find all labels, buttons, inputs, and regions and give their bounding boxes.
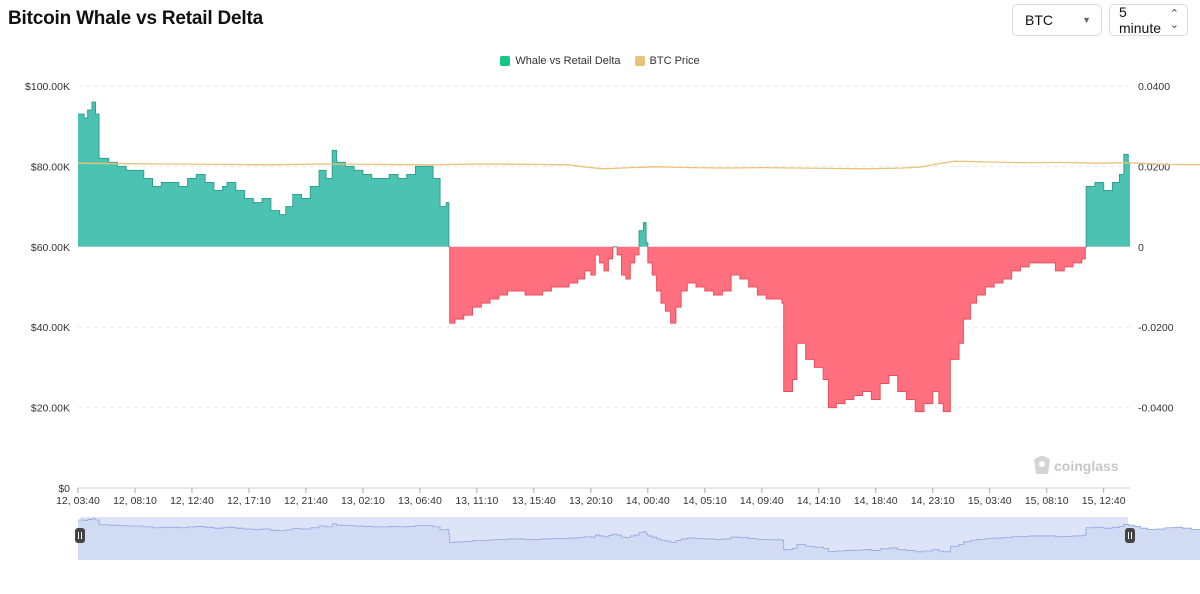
x-axis-tick-label: 15, 08:10	[1025, 495, 1069, 507]
navigator-area	[78, 518, 1200, 560]
x-axis-tick-label: 14, 00:40	[626, 495, 670, 507]
navigator-handle-left[interactable]	[75, 528, 85, 543]
legend-label-delta: Whale vs Retail Delta	[515, 55, 621, 67]
chart-legend: Whale vs Retail Delta BTC Price	[0, 55, 1200, 67]
right-axis-tick-label: -0.0200	[1138, 322, 1174, 334]
left-axis-tick-label: $60.00K	[31, 242, 70, 254]
legend-swatch-delta	[500, 56, 511, 66]
delta-area-positive	[78, 102, 1130, 247]
right-axis-tick-label: 0	[1138, 242, 1144, 254]
x-axis-tick-label: 14, 14:10	[797, 495, 841, 507]
x-axis-tick-label: 13, 20:10	[569, 495, 613, 507]
asset-select[interactable]: BTC ▼	[1012, 4, 1102, 36]
right-axis-tick-label: 0.0400	[1138, 81, 1170, 93]
x-axis-tick-label: 12, 21:40	[284, 495, 328, 507]
watermark-eye	[1039, 461, 1045, 467]
chevron-down-icon: ▼	[1082, 15, 1091, 25]
right-axis-tick-label: -0.0400	[1138, 403, 1174, 415]
watermark-mark	[1034, 456, 1050, 474]
x-axis-tick-label: 15, 12:40	[1082, 495, 1126, 507]
x-axis-tick-label: 13, 02:10	[341, 495, 385, 507]
legend-swatch-price	[634, 56, 645, 66]
delta-line-positive	[78, 101, 1130, 247]
drag-handle-icon	[1125, 528, 1135, 543]
left-axis-tick-label: $100.00K	[25, 81, 70, 93]
x-axis-tick-label: 12, 12:40	[170, 495, 214, 507]
x-axis-tick-label: 12, 17:10	[227, 495, 271, 507]
left-axis-tick-label: $0	[58, 483, 70, 495]
page-title: Bitcoin Whale vs Retail Delta	[8, 8, 263, 29]
x-axis-tick-label: 14, 05:10	[683, 495, 727, 507]
delta-area-negative	[449, 246, 1086, 412]
x-axis-tick-label: 14, 09:40	[740, 495, 784, 507]
delta-line-negative	[448, 246, 1087, 413]
legend-item-price[interactable]: BTC Price	[634, 55, 700, 67]
x-axis-tick-label: 14, 23:10	[911, 495, 955, 507]
x-axis-tick-label: 15, 03:40	[968, 495, 1012, 507]
left-axis-tick-label: $20.00K	[31, 403, 70, 415]
x-axis-tick-label: 13, 11:10	[455, 495, 498, 507]
coinglass-logo-icon	[1034, 456, 1050, 474]
x-axis-tick-label: 13, 06:40	[398, 495, 442, 507]
x-axis-tick-label: 12, 03:40	[56, 495, 100, 507]
navigator-line	[78, 518, 1200, 553]
navigator-handle-right[interactable]	[1125, 528, 1135, 543]
legend-item-delta[interactable]: Whale vs Retail Delta	[500, 55, 621, 67]
left-axis-tick-label: $80.00K	[31, 161, 70, 173]
x-axis-tick-label: 12, 08:10	[113, 495, 157, 507]
asset-select-value: BTC	[1025, 12, 1053, 28]
x-axis-tick-label: 13, 15:40	[512, 495, 556, 507]
btc-price-line	[77, 160, 1200, 170]
interval-select-value: 5 minute	[1119, 4, 1162, 36]
interval-select[interactable]: 5 minute ⌃ ⌄	[1109, 4, 1188, 36]
x-axis-tick-label: 14, 18:40	[854, 495, 898, 507]
legend-label-price: BTC Price	[649, 55, 700, 67]
drag-handle-icon	[75, 528, 85, 543]
left-axis-tick-label: $40.00K	[31, 322, 70, 334]
updown-arrows-icon: ⌃ ⌄	[1169, 8, 1179, 31]
watermark-text: coinglass	[1054, 458, 1119, 474]
